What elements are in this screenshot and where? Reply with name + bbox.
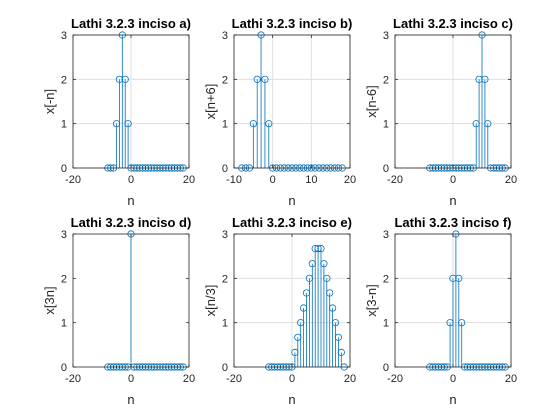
x-tick-label: 0 <box>270 174 276 186</box>
y-tick-label: 0 <box>222 163 228 175</box>
y-tick-label: 1 <box>222 119 228 131</box>
stem-marker <box>481 75 489 83</box>
x-axis-label: n <box>449 193 456 208</box>
y-axis-label: x[n/3] <box>203 285 218 317</box>
plot-area <box>234 35 350 168</box>
y-axis-label: x[3-n] <box>364 284 379 317</box>
y-tick-label: 3 <box>383 30 389 42</box>
x-tick-label: 20 <box>344 373 356 385</box>
y-tick-label: 3 <box>222 229 228 241</box>
subplot-title: Lathi 3.2.3 inciso e) <box>232 215 352 230</box>
x-tick-label: 20 <box>183 373 195 385</box>
stem-marker <box>484 120 492 128</box>
y-tick-label: 1 <box>383 119 389 131</box>
y-tick-label: 3 <box>61 229 67 241</box>
x-axis-label: n <box>127 392 134 407</box>
y-axis-label: x[n+6] <box>203 84 218 120</box>
stem-marker <box>317 245 325 253</box>
x-tick-label: 20 <box>505 373 517 385</box>
x-tick-label: 20 <box>344 174 356 186</box>
stem-marker <box>331 319 340 327</box>
x-axis-label: n <box>449 392 456 407</box>
stem-marker <box>458 319 466 327</box>
stem-marker <box>323 274 331 282</box>
y-tick-label: 2 <box>222 74 228 86</box>
y-tick-label: 2 <box>222 273 228 285</box>
y-tick-label: 1 <box>383 318 389 330</box>
x-tick-label: -20 <box>65 373 81 385</box>
stem-marker <box>249 120 257 128</box>
stem-marker <box>253 75 261 83</box>
stem-marker <box>337 348 345 356</box>
x-tick-label: 20 <box>505 174 517 186</box>
x-tick-label: 0 <box>289 373 295 385</box>
x-axis-label: n <box>127 193 134 208</box>
stem-marker <box>124 120 132 128</box>
y-tick-label: 3 <box>61 30 67 42</box>
x-tick-label: 0 <box>450 174 456 186</box>
subplot-title: Lathi 3.2.3 inciso f) <box>394 215 511 230</box>
x-tick-label: -20 <box>387 373 403 385</box>
subplot-title: Lathi 3.2.3 inciso c) <box>393 16 513 31</box>
subplot-title: Lathi 3.2.3 inciso b) <box>232 16 353 31</box>
x-tick-label: 0 <box>450 373 456 385</box>
y-axis-label: x[n-6] <box>364 85 379 118</box>
y-tick-label: 1 <box>61 119 67 131</box>
stem-marker <box>320 260 328 268</box>
x-tick-label: -10 <box>226 174 242 186</box>
y-tick-label: 0 <box>61 163 67 175</box>
y-axis-label: x[3n] <box>42 286 57 314</box>
y-tick-label: 3 <box>222 30 228 42</box>
stem-marker <box>261 75 269 83</box>
x-axis-label: n <box>288 392 295 407</box>
subplot-title: Lathi 3.2.3 inciso d) <box>71 215 192 230</box>
x-tick-label: -20 <box>387 174 403 186</box>
y-axis-label: x[-n] <box>42 89 57 114</box>
x-tick-label: 10 <box>305 174 317 186</box>
y-tick-label: 0 <box>383 163 389 175</box>
stem-marker <box>455 274 463 282</box>
y-tick-label: 2 <box>61 74 67 86</box>
stem-marker <box>334 333 342 341</box>
y-tick-label: 1 <box>222 318 228 330</box>
stem-marker <box>265 120 273 128</box>
x-tick-label: 20 <box>183 174 195 186</box>
y-tick-label: 0 <box>222 362 228 374</box>
y-tick-label: 2 <box>61 273 67 285</box>
y-tick-label: 3 <box>383 229 389 241</box>
x-tick-label: 0 <box>128 174 134 186</box>
y-tick-label: 2 <box>383 74 389 86</box>
subplot-title: Lathi 3.2.3 inciso a) <box>71 16 191 31</box>
stem-marker <box>121 75 129 83</box>
stem-marker <box>328 304 337 312</box>
stem-marker <box>326 289 334 297</box>
x-tick-label: -20 <box>65 174 81 186</box>
y-tick-label: 0 <box>61 362 67 374</box>
y-tick-label: 2 <box>383 273 389 285</box>
x-tick-label: -20 <box>226 373 242 385</box>
x-axis-label: n <box>288 193 295 208</box>
x-tick-label: 0 <box>128 373 134 385</box>
y-tick-label: 0 <box>383 362 389 374</box>
axes-box <box>233 34 351 169</box>
y-tick-label: 1 <box>61 318 67 330</box>
